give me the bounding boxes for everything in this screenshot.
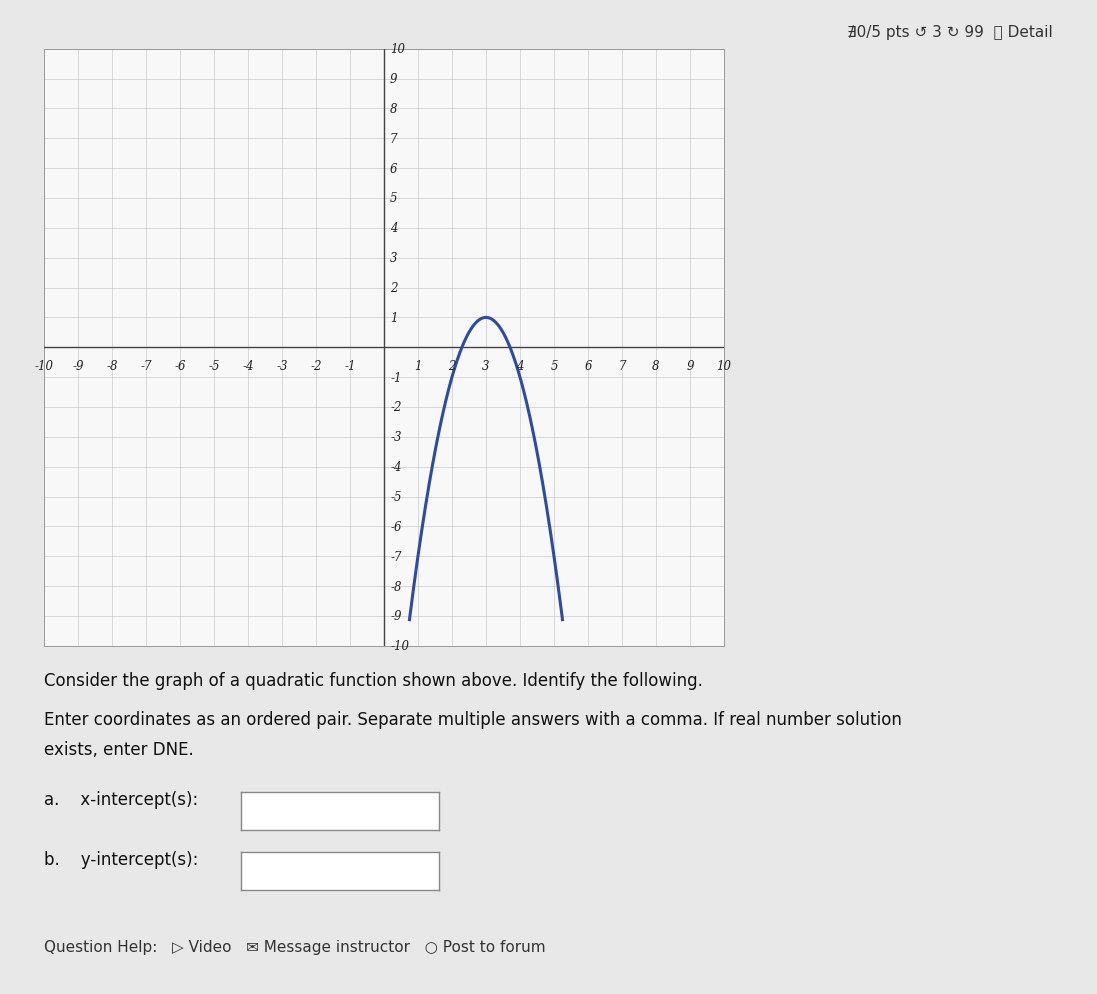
- Text: 7: 7: [391, 132, 397, 146]
- Text: 4: 4: [391, 222, 397, 236]
- Text: exists, enter DNE.: exists, enter DNE.: [44, 741, 194, 758]
- Text: 1: 1: [415, 360, 421, 373]
- Text: -1: -1: [344, 360, 355, 373]
- Text: -5: -5: [391, 490, 402, 504]
- Text: 6: 6: [391, 162, 397, 176]
- Text: -2: -2: [391, 401, 402, 414]
- Text: 7: 7: [619, 360, 625, 373]
- Text: 3: 3: [483, 360, 489, 373]
- Text: 1: 1: [391, 311, 397, 325]
- Text: 5: 5: [391, 192, 397, 206]
- Text: -6: -6: [174, 360, 185, 373]
- Text: -3: -3: [391, 430, 402, 444]
- Text: -9: -9: [72, 360, 83, 373]
- Text: 2: 2: [449, 360, 455, 373]
- Text: -2: -2: [310, 360, 321, 373]
- Text: b.    y-intercept(s):: b. y-intercept(s):: [44, 850, 199, 868]
- Text: -7: -7: [391, 550, 402, 564]
- Text: a.    x-intercept(s):: a. x-intercept(s):: [44, 790, 199, 808]
- Text: 8: 8: [391, 102, 397, 116]
- Text: -3: -3: [276, 360, 287, 373]
- Text: 10: 10: [391, 43, 405, 57]
- Text: 5: 5: [551, 360, 557, 373]
- Text: 2: 2: [391, 281, 397, 295]
- Text: Consider the graph of a quadratic function shown above. Identify the following.: Consider the graph of a quadratic functi…: [44, 671, 703, 689]
- Text: -7: -7: [140, 360, 151, 373]
- Text: Enter coordinates as an ordered pair. Separate multiple answers with a comma. If: Enter coordinates as an ordered pair. Se…: [44, 711, 902, 729]
- Text: 10: 10: [716, 360, 732, 373]
- Text: -4: -4: [391, 460, 402, 474]
- Text: -5: -5: [208, 360, 219, 373]
- Text: 3: 3: [391, 251, 397, 265]
- Text: -8: -8: [391, 580, 402, 593]
- Text: 4: 4: [517, 360, 523, 373]
- Text: ∄0/5 pts ↺ 3 ↻ 99  ⓘ Detail: ∄0/5 pts ↺ 3 ↻ 99 ⓘ Detail: [847, 25, 1053, 40]
- Text: -6: -6: [391, 520, 402, 534]
- Text: 9: 9: [391, 73, 397, 86]
- Text: Question Help:   ▷ Video   ✉ Message instructor   ○ Post to forum: Question Help: ▷ Video ✉ Message instruc…: [44, 939, 545, 954]
- Text: -9: -9: [391, 609, 402, 623]
- Text: -8: -8: [106, 360, 117, 373]
- Text: 6: 6: [585, 360, 591, 373]
- Text: -4: -4: [242, 360, 253, 373]
- Text: -10: -10: [391, 639, 409, 653]
- Text: -1: -1: [391, 371, 402, 385]
- Text: 8: 8: [653, 360, 659, 373]
- Text: -10: -10: [34, 360, 54, 373]
- Text: 9: 9: [687, 360, 693, 373]
